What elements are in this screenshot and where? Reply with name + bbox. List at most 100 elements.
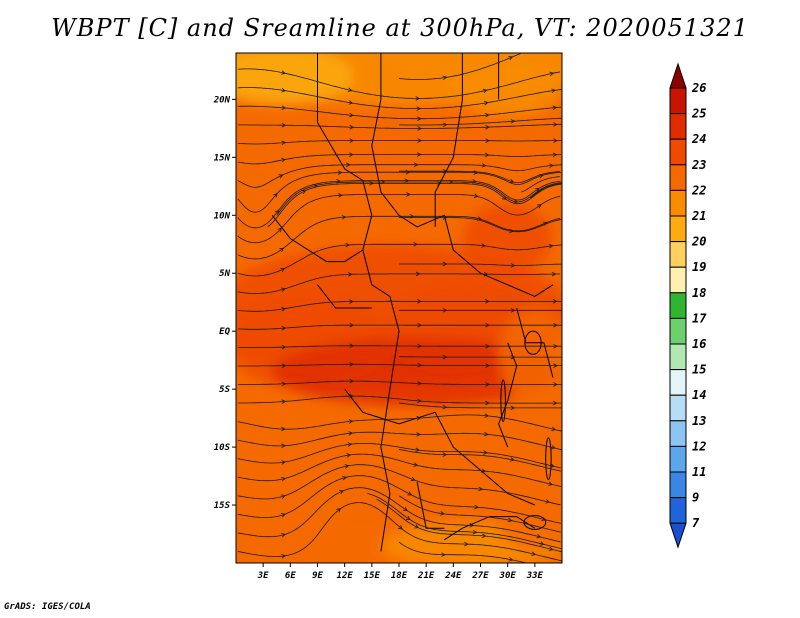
border-line <box>434 53 463 227</box>
streamline-arrow <box>349 124 355 130</box>
streamline-arrow <box>510 308 516 313</box>
field-patch <box>462 203 553 274</box>
streamline-arrow <box>281 477 286 482</box>
lon-tick-label: 6E <box>285 571 296 581</box>
streamline-arrow <box>402 506 408 511</box>
streamline-arrow <box>510 263 516 268</box>
lon-tick-label: 3E <box>257 571 269 581</box>
streamline <box>237 464 561 506</box>
streamline-arrow <box>440 511 445 516</box>
streamline-arrow <box>441 552 446 557</box>
streamline-arrow <box>510 119 516 124</box>
streamline-arrow <box>553 322 558 328</box>
streamline-arrow <box>281 70 286 75</box>
colorbar-top-arrow <box>669 62 687 89</box>
streamline-arrow <box>413 462 419 467</box>
streamline <box>521 176 560 193</box>
streamline <box>398 53 522 80</box>
streamline-arrow <box>380 179 386 185</box>
colorbar-swatch <box>669 87 687 115</box>
lon-tick-label: 12E <box>337 571 354 581</box>
streamline-arrow <box>398 525 403 530</box>
streamline-arrow <box>548 546 554 552</box>
streamline <box>237 431 562 451</box>
streamline-arrow <box>349 138 355 143</box>
streamline-arrow <box>416 432 421 437</box>
streamline <box>237 324 562 330</box>
lake-outline <box>523 514 547 530</box>
colorbar-label: 24 <box>691 132 706 146</box>
colorbar-label: 12 <box>692 439 706 453</box>
streamline <box>237 475 561 524</box>
lat-tick-label: 5N <box>219 269 230 279</box>
streamline-arrow <box>551 426 557 432</box>
streamline-arrow <box>469 523 475 528</box>
streamline-arrow <box>553 363 558 368</box>
streamline-arrow <box>281 157 286 163</box>
streamline-arrow <box>482 88 488 94</box>
colorbar-swatch <box>669 317 687 345</box>
streamline-arrow <box>347 442 353 447</box>
colorbar-swatch <box>669 164 687 191</box>
streamline-arrow <box>415 447 420 453</box>
streamline-arrow <box>549 163 554 168</box>
streamline-arrow <box>552 152 558 158</box>
streamline-arrow <box>442 122 448 128</box>
lon-tick-label: 24E <box>444 571 462 581</box>
colorbar-label: 15 <box>692 363 706 377</box>
streamline-arrow <box>483 450 488 455</box>
streamlines <box>237 53 562 563</box>
streamline-arrow <box>481 243 486 248</box>
streamline-arrow <box>281 399 287 404</box>
streamline <box>237 453 562 487</box>
streamline-arrow <box>349 152 354 157</box>
streamline-arrow <box>552 299 558 304</box>
streamline <box>237 363 562 367</box>
colorbar-label: 25 <box>691 107 706 121</box>
colorbar-label: 26 <box>691 81 706 95</box>
streamline-arrow <box>281 326 287 331</box>
colorbar-label: 21 <box>691 209 706 223</box>
colorbar-swatch <box>669 241 687 268</box>
streamline-arrow <box>510 457 515 462</box>
streamline-arrow <box>553 382 558 387</box>
streamline <box>237 193 561 244</box>
streamline <box>237 502 562 562</box>
field-patch <box>453 58 562 117</box>
streamline-arrow <box>413 242 418 247</box>
streamline-arrow <box>536 534 542 539</box>
colorbar-label: 16 <box>692 337 706 351</box>
colorbar-label: 9 <box>692 491 699 505</box>
streamline-arrow <box>509 178 515 184</box>
streamline-arrow <box>347 87 353 93</box>
streamline-arrow <box>485 400 490 406</box>
lon-tick-label: 30E <box>499 571 517 581</box>
streamline-arrow <box>417 398 422 404</box>
streamline-arrow <box>552 105 558 111</box>
lon-tick-label: 15E <box>364 571 381 581</box>
streamline <box>399 117 562 126</box>
streamline-arrow <box>280 267 286 273</box>
streamline-arrow <box>464 541 469 547</box>
streamline <box>237 87 562 109</box>
streamline-arrow <box>485 124 490 130</box>
streamline-arrow <box>483 271 489 277</box>
streamline-arrow <box>349 362 355 367</box>
streamline-arrow <box>442 404 448 410</box>
streamline-arrow <box>485 363 490 368</box>
country-borders <box>271 53 554 552</box>
streamline <box>237 380 562 385</box>
streamline-arrow <box>281 443 286 449</box>
streamline-arrow <box>414 524 420 529</box>
lat-tick-label: 10N <box>214 211 231 221</box>
streamline-arrow <box>539 541 545 546</box>
streamline-arrow <box>448 179 454 185</box>
field-patch <box>236 53 354 106</box>
streamline-arrow <box>442 168 448 174</box>
border-line <box>498 342 518 448</box>
streamline <box>237 414 562 432</box>
streamline-arrow <box>417 322 422 328</box>
colorbar-swatch <box>669 266 687 294</box>
streamline-arrow <box>508 557 514 562</box>
streamline-arrow <box>483 100 489 106</box>
